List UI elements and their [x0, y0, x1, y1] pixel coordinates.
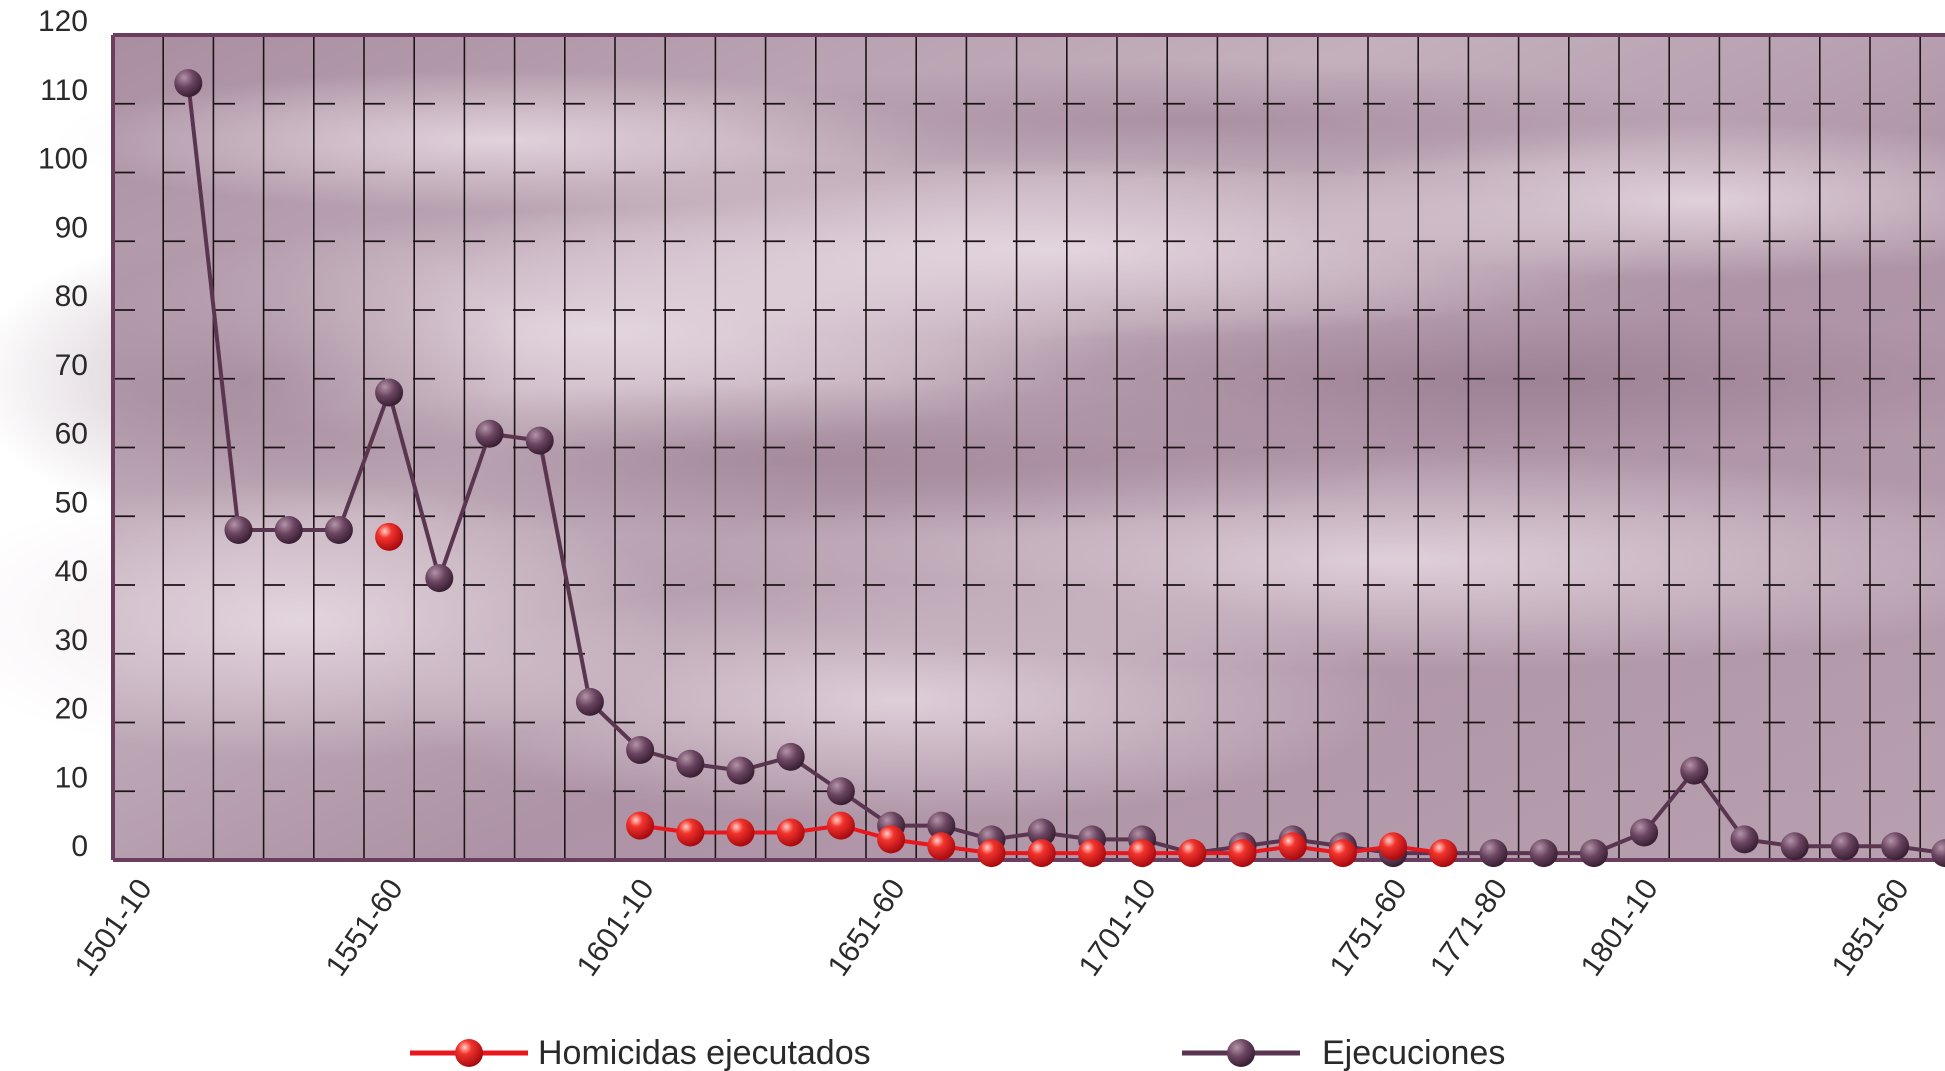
y-tick-label: 80 [55, 280, 88, 313]
data-point-homicidas [375, 522, 404, 551]
data-point-ejecuciones [1931, 839, 1945, 868]
data-point-ejecuciones [1730, 825, 1759, 854]
y-tick-label: 70 [55, 349, 88, 382]
x-tick-label: 1851-60 [1826, 873, 1916, 982]
x-tick-label: 1701-10 [1073, 873, 1163, 982]
y-tick-label: 10 [55, 761, 88, 794]
data-point-ejecuciones [575, 687, 604, 716]
y-tick-label: 60 [55, 418, 88, 451]
data-point-ejecuciones [1579, 839, 1608, 868]
y-tick-label: 0 [71, 830, 88, 863]
data-point-ejecuciones [726, 756, 755, 785]
data-point-homicidas [927, 832, 956, 861]
data-point-ejecuciones [1680, 756, 1709, 785]
x-tick-label: 1651-60 [822, 873, 912, 982]
legend-item-ejecuciones: Ejecuciones [1182, 1034, 1505, 1071]
legend-label-ejecuciones: Ejecuciones [1322, 1034, 1505, 1071]
texture-cloud [0, 230, 530, 530]
data-point-homicidas [1278, 832, 1307, 861]
y-tick-label: 30 [55, 624, 88, 657]
y-tick-label: 120 [38, 5, 88, 38]
x-tick-label: 1751-60 [1324, 873, 1414, 982]
x-tick-label: 1801-10 [1575, 873, 1665, 982]
y-tick-label: 90 [55, 211, 88, 244]
texture-cloud [700, 60, 1700, 180]
y-tick-label: 110 [40, 74, 88, 107]
data-point-homicidas [977, 839, 1006, 868]
legend: Homicidas ejecutados Ejecuciones [410, 1034, 1505, 1071]
data-point-homicidas [1429, 839, 1458, 868]
data-point-ejecuciones [826, 777, 855, 806]
data-point-ejecuciones [525, 426, 554, 455]
data-point-homicidas [676, 818, 705, 847]
series-homicidas-ejecutados [375, 522, 1458, 868]
y-axis-ticks: 0 10 20 30 40 50 60 70 80 90 100 110 120 [38, 5, 88, 863]
texture-cloud [900, 310, 1945, 450]
data-point-ejecuciones [174, 69, 203, 98]
data-point-homicidas [1178, 839, 1207, 868]
data-point-homicidas [1027, 839, 1056, 868]
y-tick-label: 50 [55, 486, 88, 519]
data-point-homicidas [877, 825, 906, 854]
legend-marker-homicidas [455, 1039, 483, 1067]
data-point-ejecuciones [475, 419, 504, 448]
data-point-ejecuciones [1630, 818, 1659, 847]
data-point-ejecuciones [1881, 832, 1910, 861]
data-point-homicidas [826, 811, 855, 840]
data-point-homicidas [1379, 832, 1408, 861]
y-tick-label: 100 [38, 143, 88, 176]
texture-cloud [400, 580, 1400, 820]
data-point-ejecuciones [776, 742, 805, 771]
grid [111, 33, 1945, 862]
data-point-homicidas [1228, 839, 1257, 868]
data-point-ejecuciones [274, 516, 303, 544]
data-point-ejecuciones [324, 516, 353, 544]
x-tick-label: 1501-10 [69, 873, 159, 982]
data-point-ejecuciones [927, 811, 956, 840]
legend-label-homicidas: Homicidas ejecutados [538, 1034, 871, 1071]
data-point-ejecuciones [224, 516, 253, 544]
data-point-ejecuciones [1780, 832, 1809, 861]
data-point-ejecuciones [626, 736, 655, 764]
data-point-homicidas [726, 818, 755, 847]
data-point-ejecuciones [1027, 818, 1056, 847]
data-point-homicidas [1077, 839, 1106, 868]
x-tick-label: 1551-60 [320, 873, 410, 982]
x-tick-label: 1601-10 [571, 873, 661, 982]
data-point-homicidas [776, 818, 805, 847]
y-tick-label: 40 [55, 555, 88, 588]
legend-item-homicidas: Homicidas ejecutados [410, 1034, 871, 1071]
x-axis-ticks: 1501-10 1551-60 1601-10 1651-60 1701-10 1751-… [69, 873, 1916, 982]
y-tick-label: 20 [55, 693, 88, 726]
data-point-homicidas [626, 811, 655, 840]
data-point-ejecuciones [425, 564, 454, 593]
legend-marker-ejecuciones [1227, 1039, 1255, 1067]
data-point-homicidas [1128, 839, 1157, 868]
data-point-homicidas [1328, 839, 1357, 868]
data-point-ejecuciones [1830, 832, 1859, 861]
x-tick-label: 1771-80 [1424, 873, 1514, 982]
data-point-ejecuciones [1479, 839, 1508, 868]
data-point-ejecuciones [1529, 839, 1558, 868]
data-point-ejecuciones [676, 749, 705, 778]
data-point-ejecuciones [375, 378, 404, 407]
